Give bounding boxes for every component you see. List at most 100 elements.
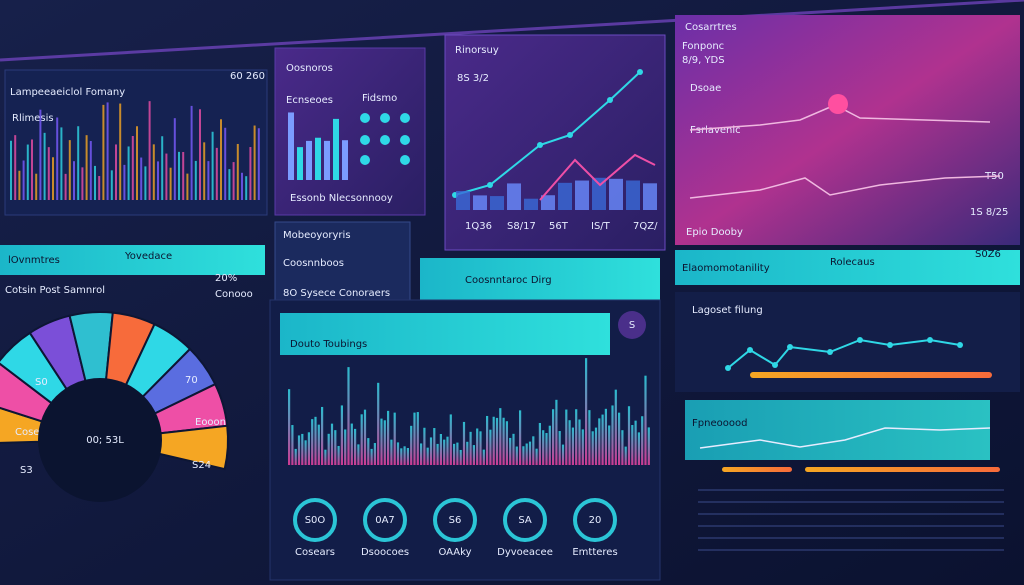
deco-bar: [449, 414, 452, 465]
deco-bar: [575, 180, 589, 210]
panel-footer: Essonb Nlecsonnooy: [290, 193, 393, 204]
deco-dot: [857, 337, 863, 343]
ring: [363, 498, 407, 542]
deco-bar: [297, 147, 303, 180]
deco-bar: [337, 445, 340, 465]
deco-bar: [68, 140, 71, 200]
label: Coosnnboos: [283, 258, 344, 269]
deco-bar: [614, 389, 617, 465]
deco-dot: [887, 342, 893, 348]
deco-bar: [476, 428, 479, 465]
deco-bar: [110, 170, 113, 200]
deco-bar: [52, 157, 54, 200]
deco-bar: [178, 151, 180, 200]
deco-bar: [165, 153, 168, 200]
deco-line: [454, 71, 641, 196]
deco-bar: [106, 102, 109, 200]
deco-bar: [291, 425, 294, 465]
deco-bar: [307, 432, 310, 465]
deco-bar: [575, 409, 578, 465]
axis-label: 56T: [549, 221, 569, 232]
panel-value: 8/9, YDS: [682, 55, 725, 66]
deco-bar: [512, 433, 515, 465]
deco-bar: [60, 127, 63, 200]
deco-dot: [567, 132, 573, 138]
deco-bar: [462, 421, 466, 465]
deco-bar: [426, 447, 429, 465]
deco-bar: [571, 427, 574, 465]
deco-bar: [26, 144, 29, 200]
deco-bar: [245, 176, 248, 200]
deco-dot: [725, 365, 731, 371]
deco-bar: [585, 358, 588, 465]
deco-bar: [136, 126, 138, 200]
deco-bar: [522, 446, 525, 465]
deco-bar: [22, 160, 25, 200]
deco-bar: [541, 195, 555, 210]
deco-bar: [413, 412, 416, 465]
deco-bar: [140, 157, 143, 200]
deco-bar: [410, 425, 413, 465]
badge[interactable]: [618, 311, 646, 339]
deco-bar: [327, 433, 330, 465]
bar-text: Coosnntaroc Dirg: [465, 275, 552, 286]
deco-bar: [604, 408, 607, 465]
deco-bar: [519, 410, 522, 465]
deco-bar: [489, 429, 492, 465]
deco-bar: [220, 119, 222, 200]
deco-bar: [499, 408, 502, 465]
deco-bar: [578, 419, 581, 465]
deco-bar: [367, 438, 370, 465]
deco-bar: [344, 429, 347, 465]
deco-bar: [18, 170, 21, 200]
deco-bar: [330, 423, 334, 465]
deco-dot: [957, 342, 963, 348]
axis-label: IS/T: [591, 221, 611, 232]
deco-bar: [436, 443, 439, 465]
info-bar: [420, 258, 660, 300]
deco-bar: [618, 412, 621, 465]
deco-bar: [453, 443, 456, 465]
deco-bar: [203, 142, 206, 200]
deco-bar: [528, 441, 532, 465]
deco-bar: [94, 165, 96, 200]
deco-bar: [317, 424, 320, 465]
ring-value: 20: [589, 515, 602, 526]
deco-bar: [102, 104, 105, 200]
deco-bar: [207, 161, 210, 200]
deco-bar: [360, 414, 363, 465]
deco-bar: [509, 437, 512, 465]
icon: [360, 135, 370, 145]
deco-bar: [73, 161, 75, 200]
deco-bar: [236, 143, 239, 200]
deco-bar: [429, 437, 433, 465]
panel: [675, 15, 1020, 245]
gauge-title: Cotsin Post Samnrol: [5, 285, 105, 296]
deco-bar: [495, 417, 499, 465]
deco-bar: [611, 405, 614, 465]
deco-bar: [515, 446, 518, 465]
deco-bar: [627, 406, 631, 465]
deco-bar: [626, 180, 640, 210]
deco-bar: [288, 112, 294, 180]
label: Fidsmo: [362, 93, 397, 104]
deco-bar: [182, 151, 185, 200]
deco-bar: [416, 412, 419, 465]
deco-bar: [641, 416, 644, 465]
deco-bar: [383, 420, 386, 465]
ring-value: S6: [449, 515, 462, 526]
deco-bar: [311, 419, 314, 465]
deco-bar: [443, 439, 446, 465]
axis-label: 1Q36: [465, 221, 492, 232]
deco-bar: [334, 430, 337, 465]
deco-bar: [89, 141, 92, 200]
deco-bar: [490, 196, 504, 210]
deco-bar: [420, 443, 423, 465]
deco-dot: [607, 97, 613, 103]
ring-label: Cosears: [295, 547, 335, 558]
deco-bar: [373, 443, 376, 465]
ring-label: Dsoocoes: [361, 547, 409, 558]
deco-bar: [253, 125, 256, 200]
ring-value: SA: [518, 515, 532, 526]
